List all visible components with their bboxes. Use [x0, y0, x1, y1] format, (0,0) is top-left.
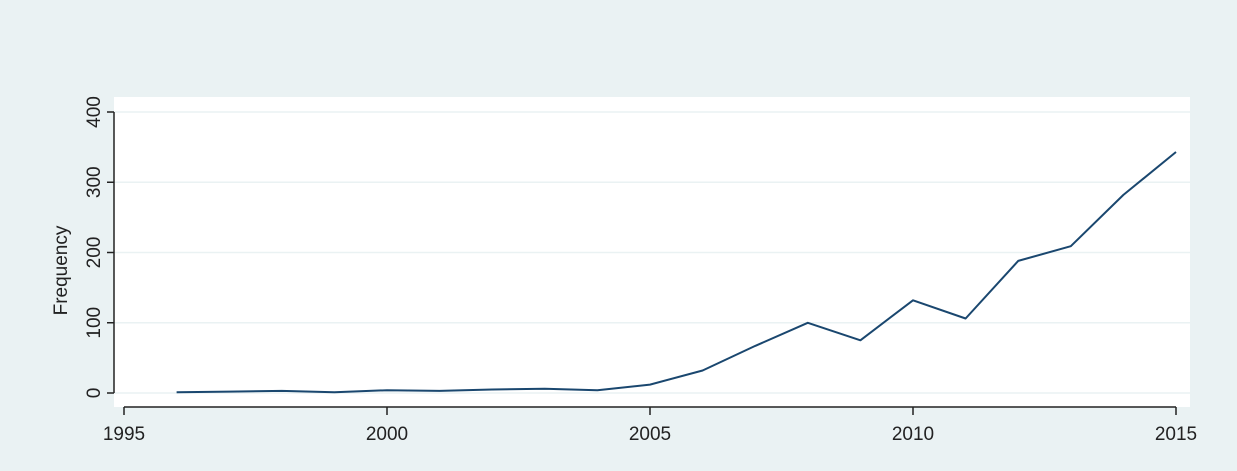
y-tick-label-300: 300 [84, 166, 105, 198]
y-tick-label-100: 100 [84, 307, 105, 339]
series-line-0 [176, 151, 1177, 394]
y-tick-label-200: 200 [84, 237, 105, 269]
axes: 0 100 200 300 400 1995 2000 2005 2010 2015 [84, 96, 1197, 445]
series-lines [176, 151, 1177, 394]
y-axis-title: Frequency [51, 225, 72, 315]
x-tick-label-2005: 2005 [629, 424, 671, 445]
y-tick-label-0: 0 [84, 388, 105, 399]
x-tick-label-2015: 2015 [1155, 424, 1197, 445]
x-tick-label-2010: 2010 [892, 424, 934, 445]
x-tick-label-1995: 1995 [103, 424, 145, 445]
x-tick-label-2000: 2000 [366, 424, 408, 445]
grid-lines [114, 111, 1190, 394]
y-tick-label-400: 400 [84, 96, 105, 128]
